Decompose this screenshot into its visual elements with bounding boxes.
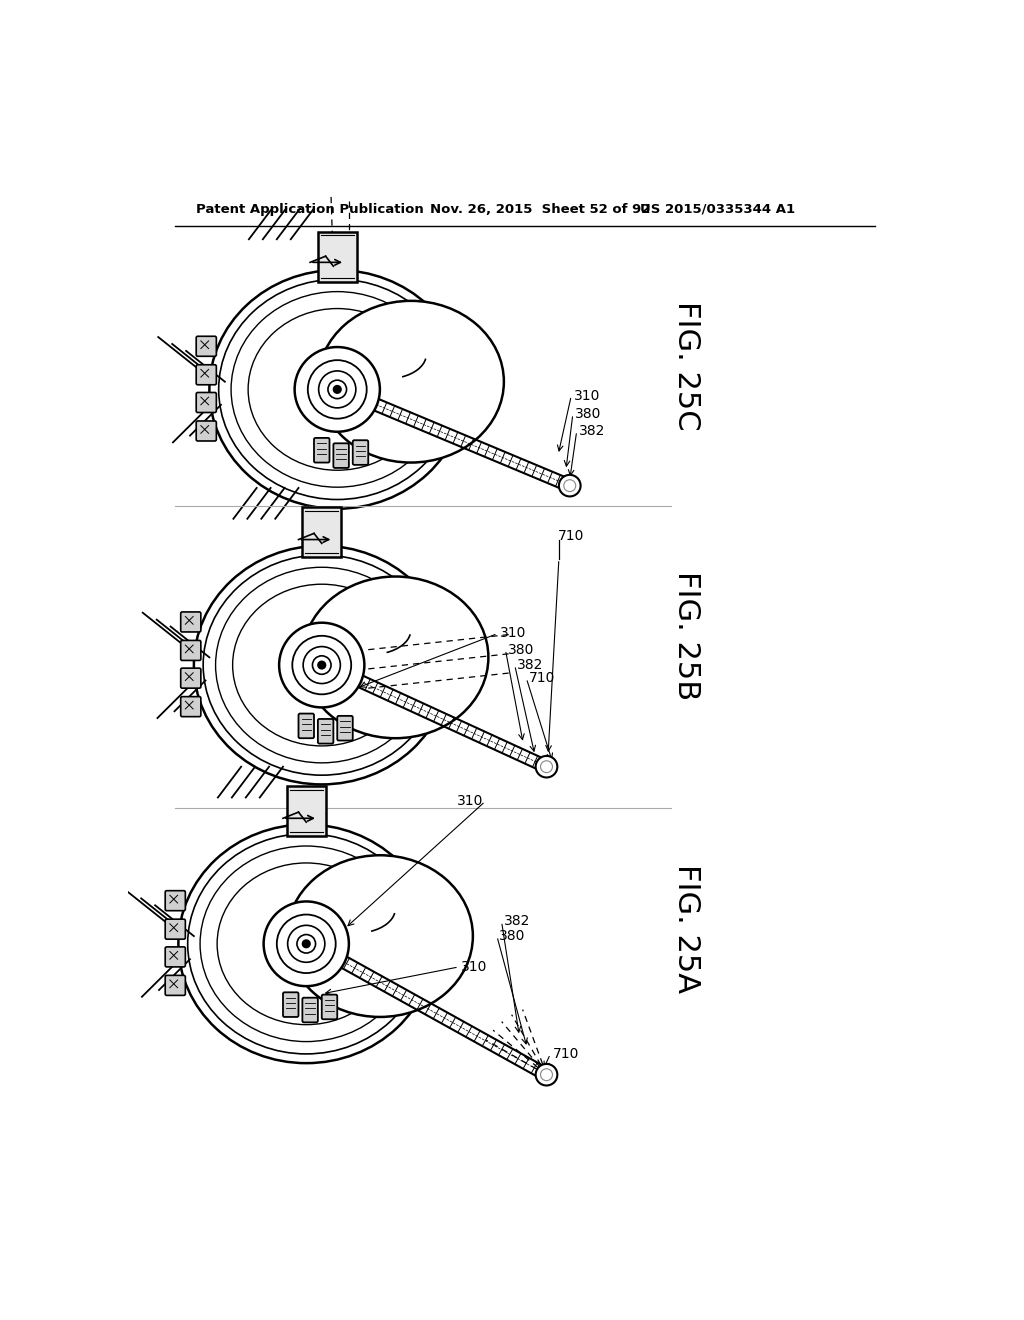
Ellipse shape	[217, 863, 395, 1024]
FancyBboxPatch shape	[322, 995, 337, 1019]
FancyBboxPatch shape	[287, 785, 326, 836]
FancyBboxPatch shape	[197, 392, 216, 412]
Circle shape	[334, 385, 341, 393]
Text: 710: 710	[553, 1047, 580, 1061]
Text: 310: 310	[457, 795, 483, 808]
Circle shape	[308, 360, 367, 418]
FancyBboxPatch shape	[302, 998, 317, 1022]
Circle shape	[559, 475, 581, 496]
FancyBboxPatch shape	[302, 507, 341, 557]
Ellipse shape	[216, 568, 428, 763]
FancyBboxPatch shape	[165, 946, 185, 966]
Ellipse shape	[219, 280, 456, 499]
Circle shape	[564, 479, 575, 491]
FancyBboxPatch shape	[337, 715, 352, 741]
Circle shape	[280, 623, 365, 708]
FancyBboxPatch shape	[197, 337, 216, 356]
Text: 710: 710	[558, 529, 585, 543]
FancyBboxPatch shape	[165, 891, 185, 911]
FancyBboxPatch shape	[180, 668, 201, 688]
Ellipse shape	[200, 846, 413, 1041]
FancyBboxPatch shape	[317, 719, 334, 743]
Circle shape	[536, 1064, 557, 1085]
Ellipse shape	[203, 554, 440, 775]
FancyBboxPatch shape	[317, 231, 356, 281]
FancyBboxPatch shape	[165, 919, 185, 940]
Text: 310: 310	[461, 960, 487, 974]
Text: 382: 382	[517, 659, 544, 672]
Circle shape	[318, 371, 356, 408]
Circle shape	[276, 915, 336, 973]
FancyBboxPatch shape	[352, 441, 369, 465]
Circle shape	[263, 902, 349, 986]
Ellipse shape	[317, 301, 504, 462]
Text: US 2015/0335344 A1: US 2015/0335344 A1	[640, 203, 795, 215]
Text: Nov. 26, 2015  Sheet 52 of 92: Nov. 26, 2015 Sheet 52 of 92	[430, 203, 650, 215]
FancyBboxPatch shape	[180, 697, 201, 717]
Circle shape	[303, 647, 340, 684]
Text: 310: 310	[573, 388, 600, 403]
Text: 380: 380	[500, 929, 525, 942]
Text: FIG. 25A: FIG. 25A	[672, 863, 700, 993]
Circle shape	[541, 760, 553, 772]
Text: 382: 382	[504, 915, 530, 928]
Circle shape	[317, 661, 326, 669]
Ellipse shape	[178, 825, 434, 1063]
Text: Patent Application Publication: Patent Application Publication	[197, 203, 424, 215]
Text: 380: 380	[575, 407, 601, 421]
FancyBboxPatch shape	[283, 993, 299, 1016]
Circle shape	[292, 636, 351, 694]
FancyBboxPatch shape	[197, 364, 216, 385]
FancyBboxPatch shape	[314, 438, 330, 462]
Circle shape	[302, 940, 310, 948]
Circle shape	[312, 656, 331, 675]
Circle shape	[297, 935, 315, 953]
FancyBboxPatch shape	[299, 714, 314, 738]
Text: 310: 310	[500, 627, 526, 640]
Ellipse shape	[248, 309, 426, 470]
FancyBboxPatch shape	[197, 421, 216, 441]
Ellipse shape	[231, 292, 443, 487]
Text: 380: 380	[508, 643, 535, 656]
FancyBboxPatch shape	[334, 444, 349, 469]
FancyBboxPatch shape	[180, 640, 201, 660]
Text: 382: 382	[579, 424, 605, 438]
Text: FIG. 25C: FIG. 25C	[672, 301, 700, 432]
Circle shape	[536, 756, 557, 777]
Ellipse shape	[287, 855, 473, 1016]
Circle shape	[295, 347, 380, 432]
Text: FIG. 25B: FIG. 25B	[672, 572, 700, 701]
FancyBboxPatch shape	[180, 612, 201, 632]
Ellipse shape	[209, 271, 465, 508]
Text: 710: 710	[528, 671, 555, 685]
Ellipse shape	[194, 545, 450, 784]
Ellipse shape	[187, 834, 425, 1053]
Ellipse shape	[302, 577, 488, 738]
Circle shape	[288, 925, 325, 962]
Circle shape	[328, 380, 346, 399]
FancyBboxPatch shape	[165, 975, 185, 995]
Ellipse shape	[232, 585, 411, 746]
Circle shape	[541, 1069, 553, 1081]
